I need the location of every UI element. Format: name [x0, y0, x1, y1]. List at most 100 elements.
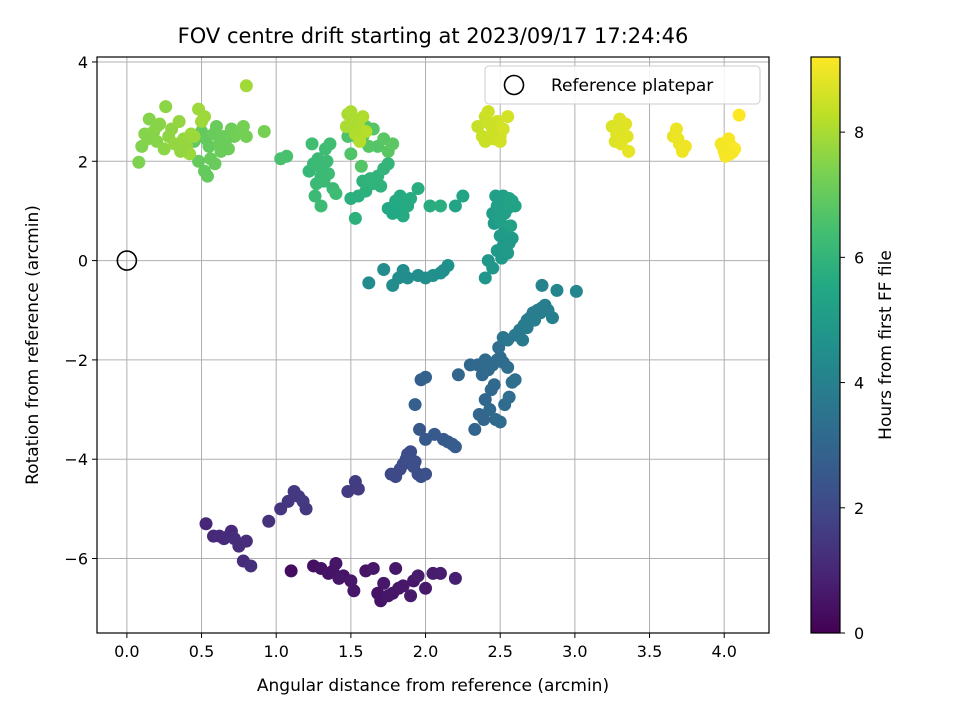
legend-marker [503, 74, 525, 96]
data-point [218, 134, 232, 148]
data-point [433, 566, 447, 580]
data-point [356, 110, 370, 124]
data-point [341, 484, 355, 498]
data-point [545, 311, 559, 325]
data-point [284, 564, 298, 578]
data-point [363, 172, 377, 186]
data-point [314, 199, 328, 213]
data-point [398, 196, 412, 210]
data-point [483, 403, 497, 417]
y-tick-label: 2 [78, 152, 88, 171]
y-tick-label: 0 [78, 252, 88, 271]
data-point [481, 105, 495, 119]
data-point [239, 79, 253, 93]
data-point [305, 137, 319, 151]
data-point [504, 219, 518, 233]
data-point [208, 157, 222, 171]
data-point [396, 579, 410, 593]
data-point [501, 360, 515, 374]
data-point [408, 398, 422, 412]
data-point [386, 586, 400, 600]
data-point [622, 144, 636, 158]
data-point [483, 117, 497, 131]
colorbar-ticks: 0 2 4 6 8 [840, 123, 864, 643]
data-point [244, 559, 258, 573]
data-point [389, 561, 403, 575]
data-point [366, 561, 380, 575]
x-tick-label: 0.5 [189, 642, 214, 661]
data-point [354, 159, 368, 173]
data-point [150, 120, 164, 134]
data-point [436, 264, 450, 278]
chart-title: FOV centre drift starting at 2023/09/17 … [178, 24, 689, 48]
plot-frame [96, 56, 770, 634]
data-point [359, 124, 373, 138]
colorbar-label: Hours from first FF file [876, 250, 896, 440]
data-point [141, 132, 155, 146]
data-point [550, 283, 564, 297]
legend: Reference platepar [484, 65, 761, 105]
data-point [174, 144, 188, 158]
data-point [496, 122, 510, 136]
y-axis: −6 −4 −2 0 2 4 [64, 53, 97, 569]
data-point [396, 209, 410, 223]
data-point [344, 574, 358, 588]
data-point [407, 460, 421, 474]
data-point [411, 182, 425, 196]
data-point [448, 199, 462, 213]
data-point [315, 162, 329, 176]
data-point [423, 199, 437, 213]
data-point [362, 276, 376, 290]
data-point [484, 383, 498, 397]
data-point [669, 122, 683, 136]
data-point [448, 440, 462, 454]
data-point [492, 340, 506, 354]
data-point [386, 206, 400, 220]
data-point [516, 333, 530, 347]
x-tick-label: 3.0 [562, 642, 587, 661]
data-point [262, 514, 276, 528]
data-point [377, 576, 391, 590]
data-point [172, 115, 186, 129]
data-point [471, 120, 485, 134]
legend-label: Reference platepar [551, 76, 713, 96]
data-point [456, 189, 470, 203]
data-point [157, 142, 171, 156]
colorbar-tick-label: 8 [854, 123, 864, 142]
x-axis: 0.0 0.5 1.0 1.5 2.0 2.5 3.0 3.5 4.0 [114, 633, 737, 661]
y-tick-label: −6 [64, 550, 88, 569]
x-tick-label: 4.0 [711, 642, 736, 661]
data-point [723, 147, 737, 161]
data-point [419, 370, 433, 384]
data-point [308, 189, 322, 203]
data-point [448, 571, 462, 585]
data-point [671, 132, 685, 146]
data-point [534, 306, 548, 320]
data-point [508, 199, 522, 213]
data-point [351, 482, 365, 496]
data-point [401, 447, 415, 461]
y-tick-label: −4 [64, 450, 88, 469]
data-point [281, 494, 295, 508]
data-point [310, 177, 324, 191]
data-point [344, 192, 358, 206]
data-point [520, 321, 534, 335]
data-point [404, 589, 418, 603]
data-point [419, 581, 433, 595]
data-point [199, 517, 213, 531]
data-point [353, 134, 367, 148]
data-point [468, 422, 482, 436]
data-point [611, 122, 625, 136]
data-point [493, 214, 507, 228]
x-tick-label: 3.5 [637, 642, 662, 661]
data-point [332, 571, 346, 585]
data-point [209, 120, 223, 134]
data-point [411, 569, 425, 583]
y-axis-label: Rotation from reference (arcmin) [23, 205, 43, 485]
data-point [214, 144, 228, 158]
data-point [478, 393, 492, 407]
y-tick-label: −2 [64, 351, 88, 370]
x-tick-label: 1.0 [263, 642, 288, 661]
data-point [489, 189, 503, 203]
